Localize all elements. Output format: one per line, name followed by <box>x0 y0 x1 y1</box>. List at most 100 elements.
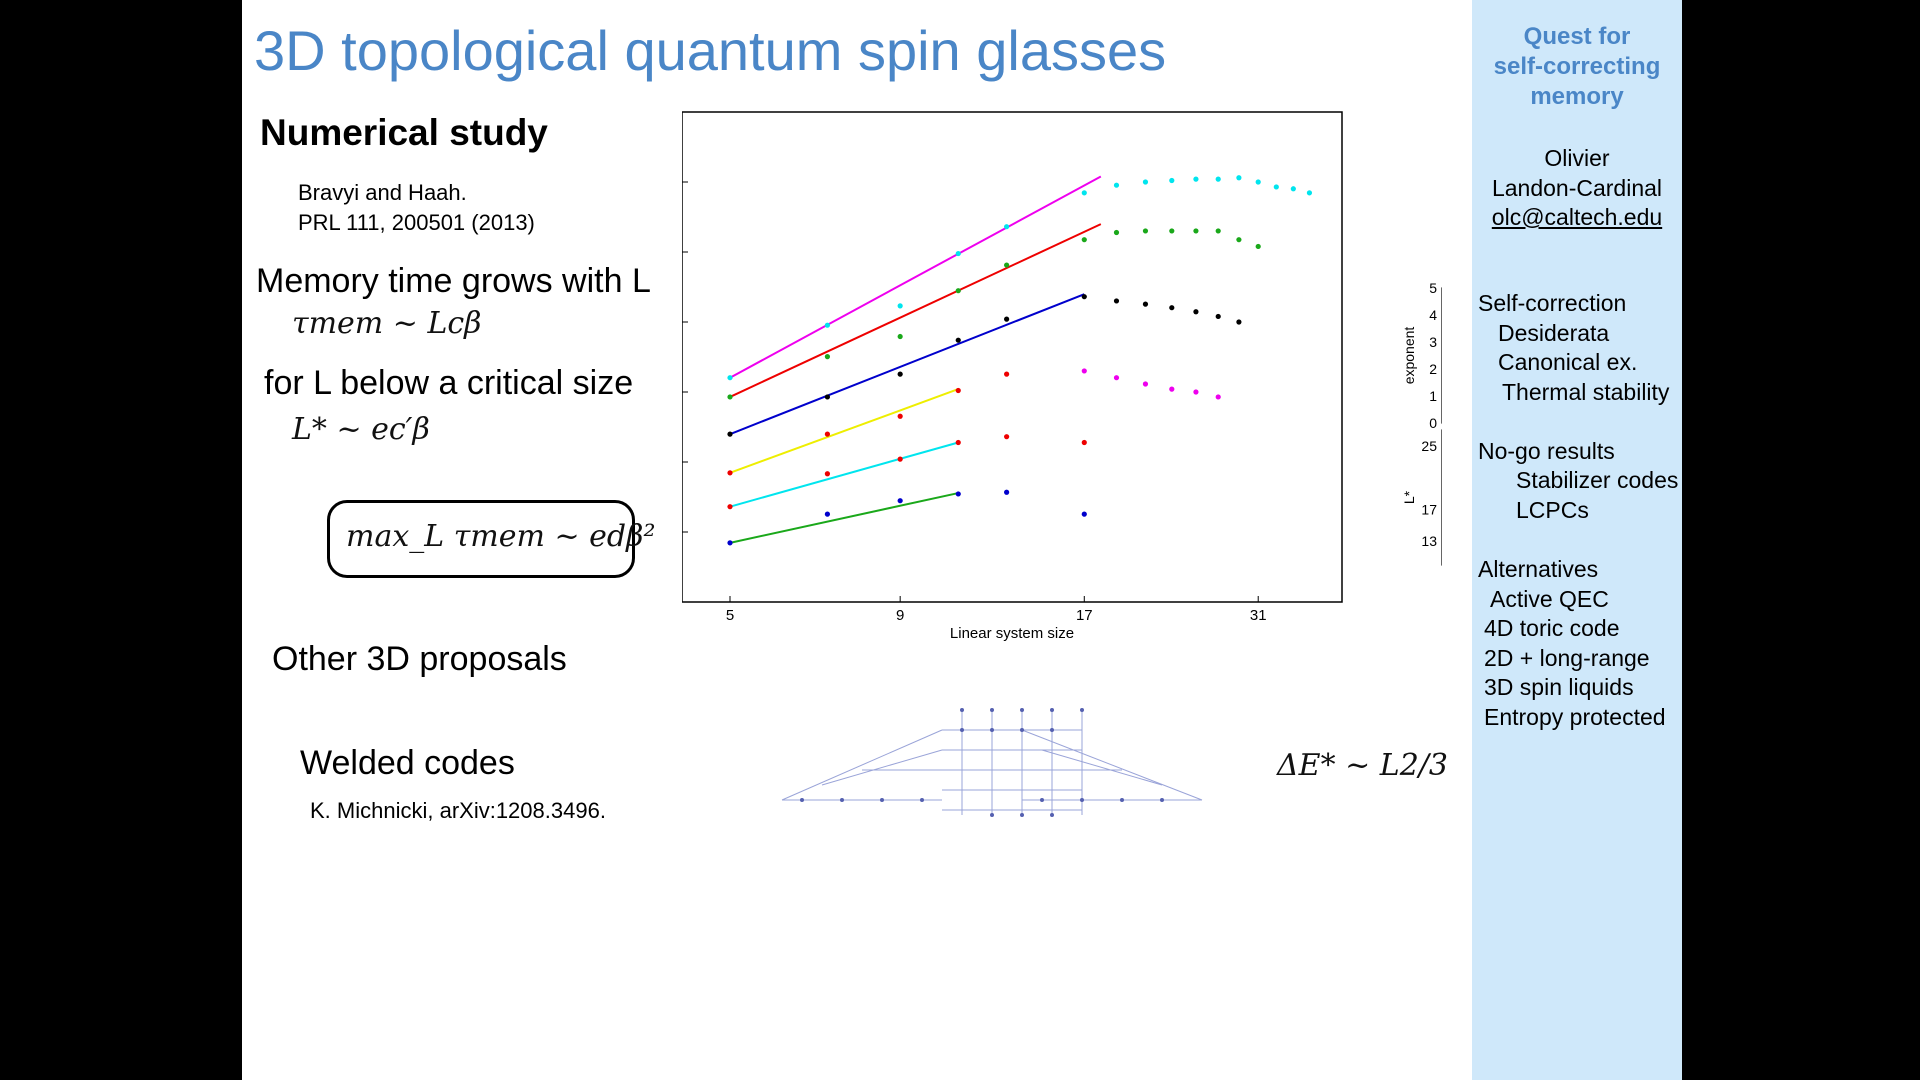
data-point <box>1113 375 1120 381</box>
welded-citation: K. Michnicki, arXiv:1208.3496. <box>310 798 606 823</box>
sidebar-item-2d-long-range: 2D + long-range <box>1484 645 1650 671</box>
memory-time-text: Memory time grows with L <box>256 262 651 300</box>
x-tick-label: 17 <box>1076 607 1093 624</box>
x-axis-label: Linear system size <box>950 625 1074 642</box>
data-point <box>824 354 831 360</box>
data-point <box>1255 179 1261 185</box>
boxed-formula: max_L τmem ~ edβ² <box>346 519 656 554</box>
data-point <box>1113 229 1120 236</box>
data-point <box>1004 316 1010 322</box>
delta-e-formula: ΔE* ~ L2/3 <box>1277 748 1448 783</box>
fit-line <box>729 293 1085 436</box>
sidebar-title-line2: self-correcting <box>1493 53 1661 80</box>
data-point <box>1081 190 1087 196</box>
boxed-formula-frame: max_L τmem ~ edβ² <box>327 500 656 578</box>
sidebar-item-4d-toric: 4D toric code <box>1484 615 1620 641</box>
data-point <box>1215 176 1221 182</box>
author-first-name: Olivier <box>1544 145 1610 171</box>
x-tick-label: 31 <box>1250 607 1267 624</box>
inset-y-tick-label: 2 <box>1429 361 1437 377</box>
data-point <box>1004 224 1010 230</box>
data-point <box>1193 309 1199 315</box>
data-point <box>955 250 961 257</box>
citation-line2: PRL 111, 200501 (2013) <box>298 210 535 235</box>
x-tick-label: 9 <box>896 607 904 624</box>
data-point <box>1236 319 1242 325</box>
slide-title: 3D topological quantum spin glasses <box>254 19 1167 82</box>
data-point <box>1169 386 1175 392</box>
sidebar-item-desiderata: Desiderata <box>1498 320 1610 346</box>
data-point <box>955 439 961 446</box>
fit-line <box>729 223 1102 398</box>
data-point <box>1081 237 1087 243</box>
data-point <box>955 288 961 294</box>
formula-lstar: L* ~ ec′β <box>292 412 430 447</box>
citation-line1: Bravyi and Haah. <box>298 180 467 205</box>
data-point <box>1215 394 1221 400</box>
data-point <box>897 456 903 462</box>
data-point <box>1255 243 1261 250</box>
section-heading-self-correction: Self-correction <box>1478 290 1627 316</box>
inset-y-tick-label: 3 <box>1429 334 1437 350</box>
data-point <box>1081 294 1087 300</box>
fit-line <box>729 175 1102 379</box>
data-point <box>824 511 831 517</box>
data-point <box>1081 439 1087 446</box>
sidebar-item-3d-spin-liquids: 3D spin liquids <box>1484 674 1634 700</box>
inset-y-tick-label: 17 <box>1421 501 1437 517</box>
data-point <box>1004 262 1010 268</box>
sidebar-item-lcpcs: LCPCs <box>1516 497 1589 523</box>
author-last-name: Landon-Cardinal <box>1491 175 1663 201</box>
sidebar-item-active-qec: Active QEC <box>1490 586 1609 612</box>
x-tick-label: 5 <box>726 607 734 624</box>
data-point <box>1142 381 1149 387</box>
sidebar-title: Quest for self-correcting memory <box>1472 22 1682 112</box>
inset-y-axis-label: L* <box>1401 490 1417 504</box>
data-point <box>897 303 903 309</box>
formula-tau: τmem ~ Lcβ <box>292 306 482 341</box>
data-point <box>897 413 903 419</box>
data-point <box>824 394 831 400</box>
data-point <box>824 431 831 437</box>
data-point <box>727 540 733 546</box>
data-point <box>1142 179 1149 185</box>
sidebar-item-canonical: Canonical ex. <box>1498 349 1638 375</box>
author-email-link[interactable]: olc@caltech.edu <box>1491 204 1663 230</box>
sidebar-title-line1: Quest for <box>1523 23 1631 50</box>
data-point <box>1004 434 1010 440</box>
main-plot-frame <box>682 111 1343 603</box>
section-heading-alternatives: Alternatives <box>1478 556 1599 582</box>
below-critical-text: for L below a critical size <box>264 364 634 402</box>
data-point <box>1142 228 1149 234</box>
data-point <box>1236 237 1242 243</box>
data-point <box>824 471 831 477</box>
data-point <box>897 333 903 340</box>
data-point <box>727 394 733 400</box>
inset-y-tick-label: 0 <box>1429 415 1437 431</box>
data-point <box>955 337 961 343</box>
sidebar-title-line3: memory <box>1530 83 1624 110</box>
data-point <box>1290 186 1296 192</box>
data-point <box>824 322 831 328</box>
data-point <box>1004 489 1010 495</box>
inset-y-tick-label: 1 <box>1429 388 1437 404</box>
data-point <box>727 504 733 510</box>
welded-codes-lattice-illustration <box>781 708 1203 817</box>
data-point <box>1193 176 1199 182</box>
data-point <box>1113 182 1120 188</box>
memory-time-chart: 1061071081091010101110121013591731Linear… <box>682 111 1442 642</box>
data-point <box>1215 313 1221 320</box>
slide: 3D topological quantum spin glasses Nume… <box>242 0 1472 1080</box>
sidebar-item-entropy-protected: Entropy protected <box>1484 704 1666 730</box>
data-point <box>1169 305 1175 311</box>
section-heading-no-go: No-go results <box>1478 438 1615 464</box>
sidebar: Quest for self-correcting memory Olivier… <box>1472 0 1682 1080</box>
welded-codes-heading: Welded codes <box>300 744 515 782</box>
data-point <box>897 371 903 377</box>
inset-y-tick-label: 25 <box>1421 438 1437 454</box>
sidebar-item-stabilizer: Stabilizer codes <box>1516 467 1679 493</box>
data-point <box>1169 228 1175 234</box>
data-point <box>1004 371 1010 377</box>
data-point <box>955 491 961 497</box>
data-point <box>1215 228 1221 234</box>
